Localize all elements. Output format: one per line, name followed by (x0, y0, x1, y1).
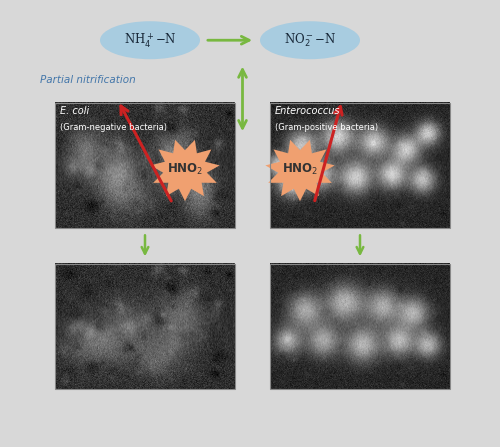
Text: HNO$_2$: HNO$_2$ (282, 162, 318, 177)
Text: E. coli: E. coli (60, 106, 89, 116)
Polygon shape (266, 140, 334, 201)
Text: NH$_4^+$$-$N: NH$_4^+$$-$N (124, 31, 176, 50)
Text: Partial nitrification: Partial nitrification (40, 76, 136, 85)
Text: HNO$_2$: HNO$_2$ (167, 162, 203, 177)
Bar (270, 103, 450, 228)
Bar (55, 103, 235, 228)
Ellipse shape (260, 21, 360, 59)
Text: (Gram-negative bacteria): (Gram-negative bacteria) (60, 123, 167, 132)
Bar (270, 264, 450, 389)
Text: (Gram-positive bacteria): (Gram-positive bacteria) (275, 123, 378, 132)
Bar (55, 264, 235, 389)
Polygon shape (150, 140, 220, 201)
Ellipse shape (100, 21, 200, 59)
Text: Enterococcus: Enterococcus (275, 106, 340, 116)
Text: NO$_2^-$$-$N: NO$_2^-$$-$N (284, 31, 336, 49)
